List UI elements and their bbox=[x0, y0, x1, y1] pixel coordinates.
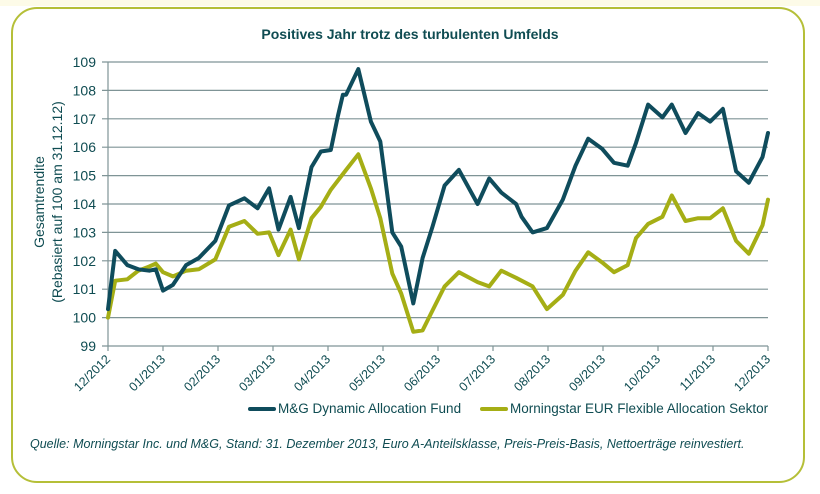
chart-title: Positives Jahr trotz des turbulenten Umf… bbox=[261, 26, 559, 42]
y-axis-label: Gesamtrendite (Rebasiert auf 100 am 31.12… bbox=[31, 101, 65, 303]
legend-item-morningstar-sector: Morningstar EUR Flexible Allocation Sekt… bbox=[480, 401, 768, 416]
series-lines bbox=[106, 67, 770, 334]
legend-label-mg-fund: M&G Dynamic Allocation Fund bbox=[278, 401, 462, 416]
y-tick-label: 109 bbox=[73, 54, 97, 70]
y-tick-label: 107 bbox=[73, 111, 97, 127]
x-tick-label: 05/2013 bbox=[346, 352, 388, 394]
legend-swatch-morningstar-sector bbox=[480, 406, 508, 411]
y-tick-label: 99 bbox=[80, 338, 96, 354]
y-tick-label: 104 bbox=[73, 196, 97, 212]
x-tick-label: 04/2013 bbox=[291, 352, 333, 394]
series-line-mg-fund bbox=[106, 67, 770, 312]
x-tick-label: 06/2013 bbox=[401, 352, 443, 394]
y-tick-label: 108 bbox=[73, 82, 97, 98]
y-tick-label: 101 bbox=[73, 281, 97, 297]
x-tick-label: 03/2013 bbox=[236, 352, 278, 394]
x-tick-label: 09/2013 bbox=[566, 352, 608, 394]
x-tick-label: 02/2013 bbox=[181, 352, 223, 394]
legend-item-mg-fund: M&G Dynamic Allocation Fund bbox=[248, 401, 461, 416]
x-tick-label: 12/2013 bbox=[731, 352, 773, 394]
x-tick-label: 08/2013 bbox=[511, 352, 553, 394]
y-tick-label: 102 bbox=[73, 253, 97, 269]
x-tick-label: 01/2013 bbox=[126, 352, 168, 394]
y-axis-label-line: Gesamtrendite bbox=[31, 156, 47, 248]
y-tick-label: 103 bbox=[73, 224, 97, 240]
top-band bbox=[0, 0, 820, 6]
x-tick-label: 10/2013 bbox=[621, 352, 663, 394]
y-axis-ticks: 99 100 101 102 103 104 105 106 107 108 109 bbox=[73, 54, 97, 354]
x-tick-label: 07/2013 bbox=[456, 352, 498, 394]
x-tick-label: 11/2013 bbox=[677, 352, 718, 393]
x-tick-label: 12/2012 bbox=[71, 352, 113, 394]
y-tick-label: 105 bbox=[73, 168, 97, 184]
y-axis-label-line: (Rebasiert auf 100 am 31.12.12) bbox=[49, 101, 65, 303]
y-tick-label: 100 bbox=[73, 310, 97, 326]
legend-swatch-mg-fund bbox=[248, 406, 276, 411]
source-note: Quelle: Morningstar Inc. und M&G, Stand:… bbox=[30, 437, 745, 451]
y-tick-label: 106 bbox=[73, 139, 97, 155]
series-line-morningstar-sector bbox=[106, 152, 770, 334]
chart-frame bbox=[11, 7, 805, 483]
gridlines bbox=[102, 61, 768, 347]
legend-label-morningstar-sector: Morningstar EUR Flexible Allocation Sekt… bbox=[510, 401, 769, 416]
